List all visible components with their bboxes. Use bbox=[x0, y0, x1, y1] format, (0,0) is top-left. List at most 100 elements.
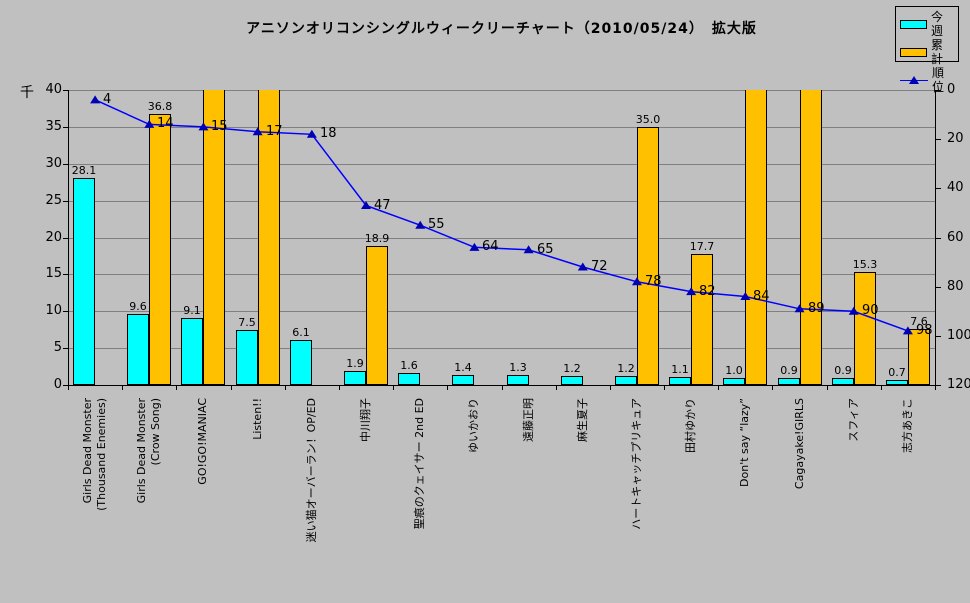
rank-value-label: 90 bbox=[862, 303, 879, 318]
x-category-label: 遠藤正明 bbox=[522, 398, 535, 442]
cumulative-bar-clipped bbox=[258, 90, 280, 385]
rank-value-label: 72 bbox=[591, 259, 608, 274]
rank-marker-icon bbox=[902, 326, 913, 335]
right-axis-tick bbox=[936, 287, 941, 288]
x-axis-tick bbox=[231, 386, 232, 390]
rank-value-label: 47 bbox=[374, 198, 391, 213]
cumulative-bar bbox=[149, 114, 171, 385]
cumulative-bar-value-label: 35.0 bbox=[635, 113, 661, 126]
weekly-bar bbox=[290, 340, 312, 385]
right-axis-tick bbox=[936, 238, 941, 239]
rank-value-label: 65 bbox=[537, 242, 554, 257]
rank-value-label: 82 bbox=[699, 284, 716, 299]
weekly-bar-value-label: 1.3 bbox=[509, 361, 527, 374]
cumulative-bar bbox=[691, 254, 713, 385]
rank-value-label: 4 bbox=[103, 92, 112, 107]
right-axis-tick bbox=[936, 188, 941, 189]
weekly-bar-value-label: 1.4 bbox=[454, 361, 472, 374]
cumulative-bar-clipped bbox=[745, 90, 767, 385]
left-axis-tick bbox=[63, 311, 68, 312]
left-axis-tick bbox=[63, 164, 68, 165]
weekly-bar-value-label: 6.1 bbox=[292, 326, 310, 339]
x-category-label: 志方あきこ bbox=[901, 398, 914, 453]
x-category-label: 中川翔子 bbox=[359, 398, 372, 442]
weekly-bar-value-label: 1.1 bbox=[671, 363, 689, 376]
legend-label: 順位 bbox=[932, 66, 945, 94]
cumulative-bar bbox=[366, 246, 388, 385]
left-axis-tick bbox=[63, 348, 68, 349]
left-axis-tick bbox=[63, 127, 68, 128]
right-axis-tick-label: 40 bbox=[947, 180, 964, 195]
weekly-bar-value-label: 0.9 bbox=[780, 364, 798, 377]
cumulative-bar bbox=[854, 272, 876, 385]
weekly-bar bbox=[236, 330, 258, 385]
rank-line bbox=[94, 99, 909, 332]
cumulative-bar-value-label: 36.8 bbox=[147, 100, 173, 113]
right-axis-tick-label: 0 bbox=[947, 82, 956, 97]
legend-swatch-icon bbox=[900, 47, 927, 57]
weekly-bar bbox=[344, 371, 366, 385]
left-axis-tick-label: 20 bbox=[45, 230, 62, 245]
left-axis-tick-label: 30 bbox=[45, 156, 62, 171]
rank-value-label: 15 bbox=[211, 119, 228, 134]
x-axis-tick bbox=[556, 386, 557, 390]
rank-marker-icon bbox=[740, 292, 751, 300]
right-axis-tick bbox=[936, 336, 941, 337]
weekly-bar-value-label: 1.0 bbox=[725, 364, 743, 377]
x-category-label: 麻生夏子 bbox=[576, 398, 589, 442]
rank-value-label: 55 bbox=[428, 217, 445, 232]
x-category-label: Don't say “lazy” bbox=[738, 398, 751, 487]
x-axis-tick bbox=[447, 386, 448, 390]
rank-marker-icon bbox=[577, 262, 588, 271]
left-axis-tick-label: 25 bbox=[45, 193, 62, 208]
rank-marker-icon bbox=[361, 201, 372, 210]
rank-marker-icon bbox=[523, 245, 534, 254]
gridline bbox=[68, 201, 935, 202]
left-axis-line bbox=[68, 90, 69, 385]
weekly-bar-value-label: 1.2 bbox=[563, 362, 581, 375]
weekly-bar-value-label: 28.1 bbox=[71, 164, 97, 177]
left-axis-tick bbox=[63, 201, 68, 202]
left-axis-tick-label: 5 bbox=[53, 340, 62, 355]
left-axis-tick bbox=[63, 385, 68, 386]
x-category-label: 聖痕のクェイサー 2nd ED bbox=[413, 398, 426, 530]
legend-swatch-icon bbox=[900, 19, 927, 29]
rank-marker-icon bbox=[848, 306, 859, 315]
weekly-bar bbox=[778, 378, 800, 385]
rank-marker-icon bbox=[469, 242, 480, 251]
x-axis-tick bbox=[881, 386, 882, 390]
x-category-label: Cagayake!GIRLS bbox=[793, 398, 806, 490]
weekly-bar bbox=[507, 375, 529, 385]
x-category-label: ゆいかおり bbox=[467, 398, 480, 453]
x-category-label: Girls Dead Monster (Thousand Enemies) bbox=[81, 398, 108, 511]
weekly-bar-value-label: 1.6 bbox=[400, 359, 418, 372]
left-axis-tick-label: 10 bbox=[45, 303, 62, 318]
weekly-bar bbox=[452, 375, 474, 385]
rank-value-label: 98 bbox=[916, 323, 933, 338]
rank-marker-icon bbox=[90, 95, 101, 104]
weekly-bar bbox=[127, 314, 149, 385]
weekly-bar bbox=[561, 376, 583, 385]
x-axis-tick bbox=[285, 386, 286, 390]
cumulative-bar-value-label: 15.3 bbox=[852, 258, 878, 271]
right-axis-tick bbox=[936, 139, 941, 140]
weekly-bar-value-label: 1.2 bbox=[617, 362, 635, 375]
rank-marker-icon bbox=[198, 122, 209, 131]
gridline bbox=[68, 311, 935, 312]
legend: 今週 累計 順位 bbox=[895, 6, 959, 94]
rank-value-label: 17 bbox=[266, 124, 283, 139]
weekly-bar bbox=[886, 380, 908, 385]
gridline bbox=[68, 274, 935, 275]
x-axis-tick bbox=[664, 386, 665, 390]
left-axis-tick-label: 35 bbox=[45, 119, 62, 134]
right-axis-tick-label: 120 bbox=[947, 377, 970, 392]
rank-value-label: 18 bbox=[320, 126, 337, 141]
cumulative-bar-clipped bbox=[203, 90, 225, 385]
x-axis-tick bbox=[339, 386, 340, 390]
rank-value-label: 14 bbox=[157, 116, 174, 131]
right-axis-tick-label: 60 bbox=[947, 230, 964, 245]
weekly-bar bbox=[723, 378, 745, 385]
rank-marker-icon bbox=[306, 129, 317, 138]
weekly-bar bbox=[832, 378, 854, 385]
